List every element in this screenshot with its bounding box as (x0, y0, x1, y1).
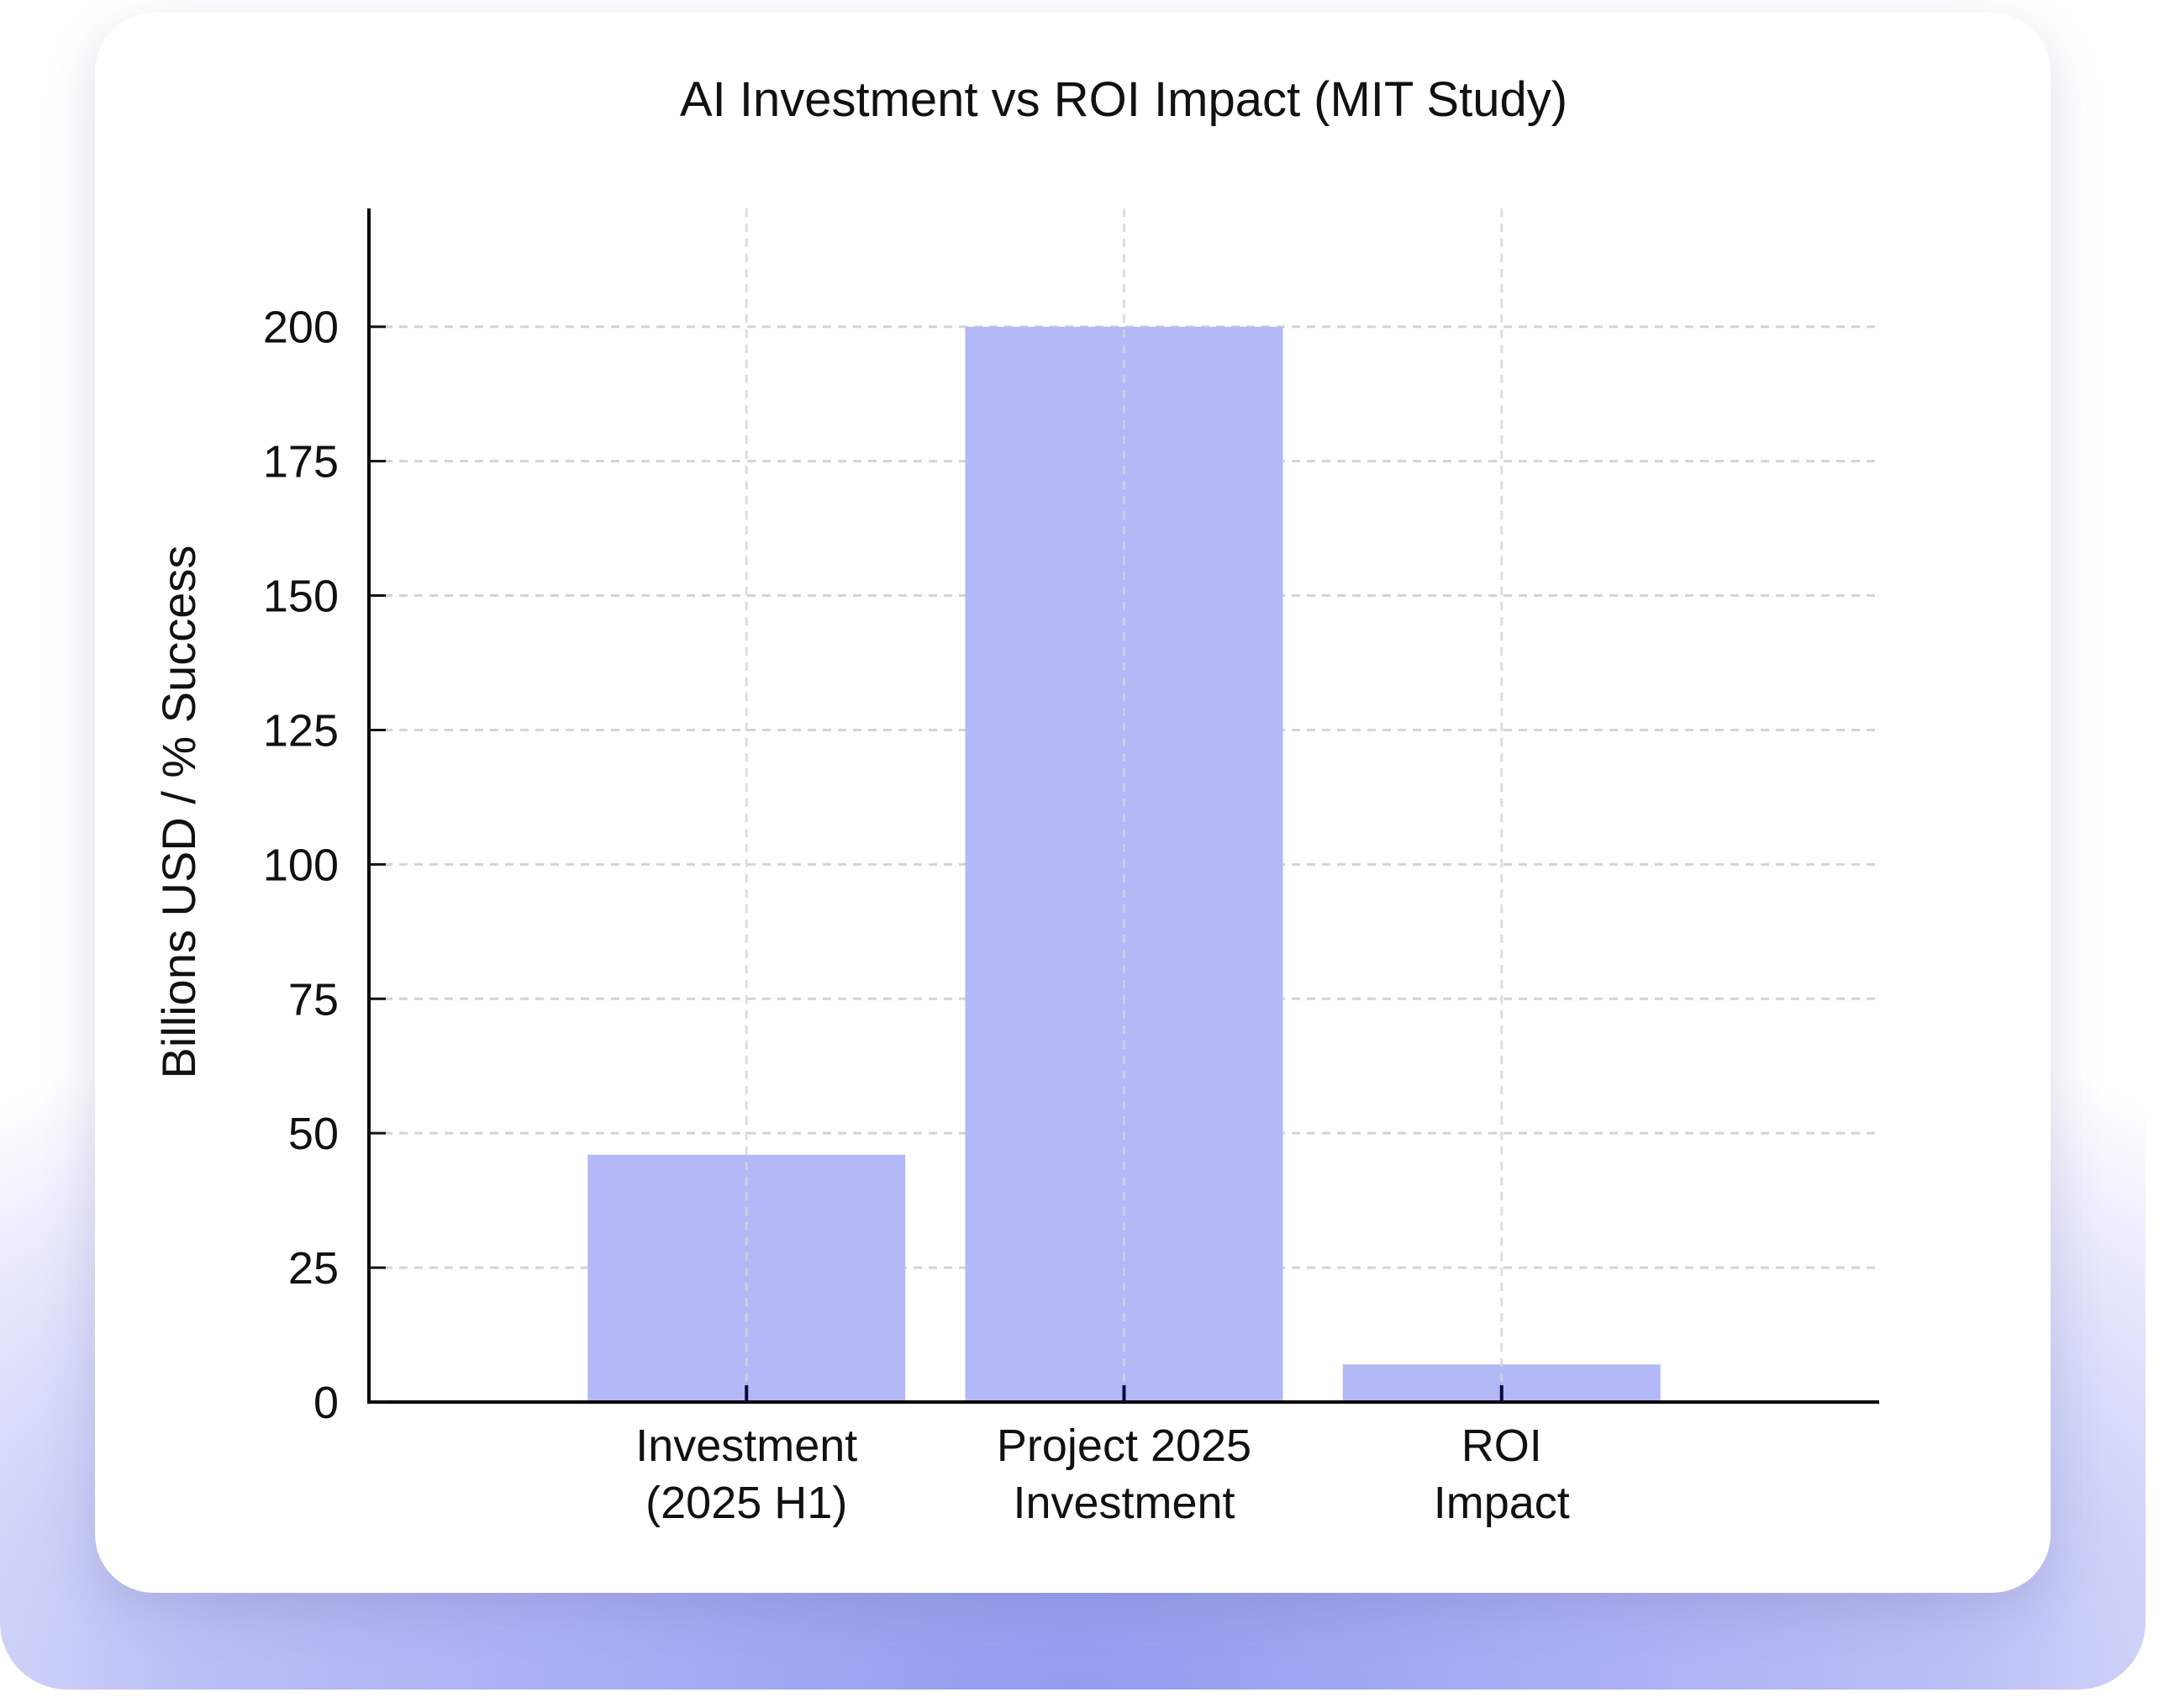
gridlines (369, 325, 1879, 1269)
y-tick-label: 25 (288, 1243, 339, 1294)
x-tick-label: (2025 H1) (645, 1478, 847, 1528)
y-tick-label: 100 (263, 840, 339, 890)
x-ticks: Investment (2025 H1) Project 2025 Investmen… (635, 1385, 1570, 1528)
x-tick-label: Investment (635, 1421, 857, 1471)
y-tick-label: 75 (288, 974, 339, 1025)
y-tick-label: 150 (263, 572, 339, 622)
y-axis-label: Billions USD / % Success (152, 546, 205, 1079)
vertical-gridlines (745, 208, 1504, 1402)
x-tick-label: Impact (1434, 1478, 1570, 1528)
y-ticks: 0 25 50 75 100 125 150 175 200 (263, 303, 386, 1428)
x-tick-label: ROI (1461, 1421, 1542, 1471)
x-tick-label: Project 2025 (997, 1421, 1251, 1471)
y-tick-label: 200 (263, 303, 339, 353)
chart-title: AI Investment vs ROI Impact (MIT Study) (680, 72, 1567, 127)
y-tick-label: 125 (263, 705, 339, 756)
y-tick-label: 175 (263, 437, 339, 488)
y-tick-label: 0 (313, 1378, 339, 1428)
x-tick-label: Investment (1013, 1478, 1235, 1528)
y-tick-label: 50 (288, 1109, 339, 1159)
